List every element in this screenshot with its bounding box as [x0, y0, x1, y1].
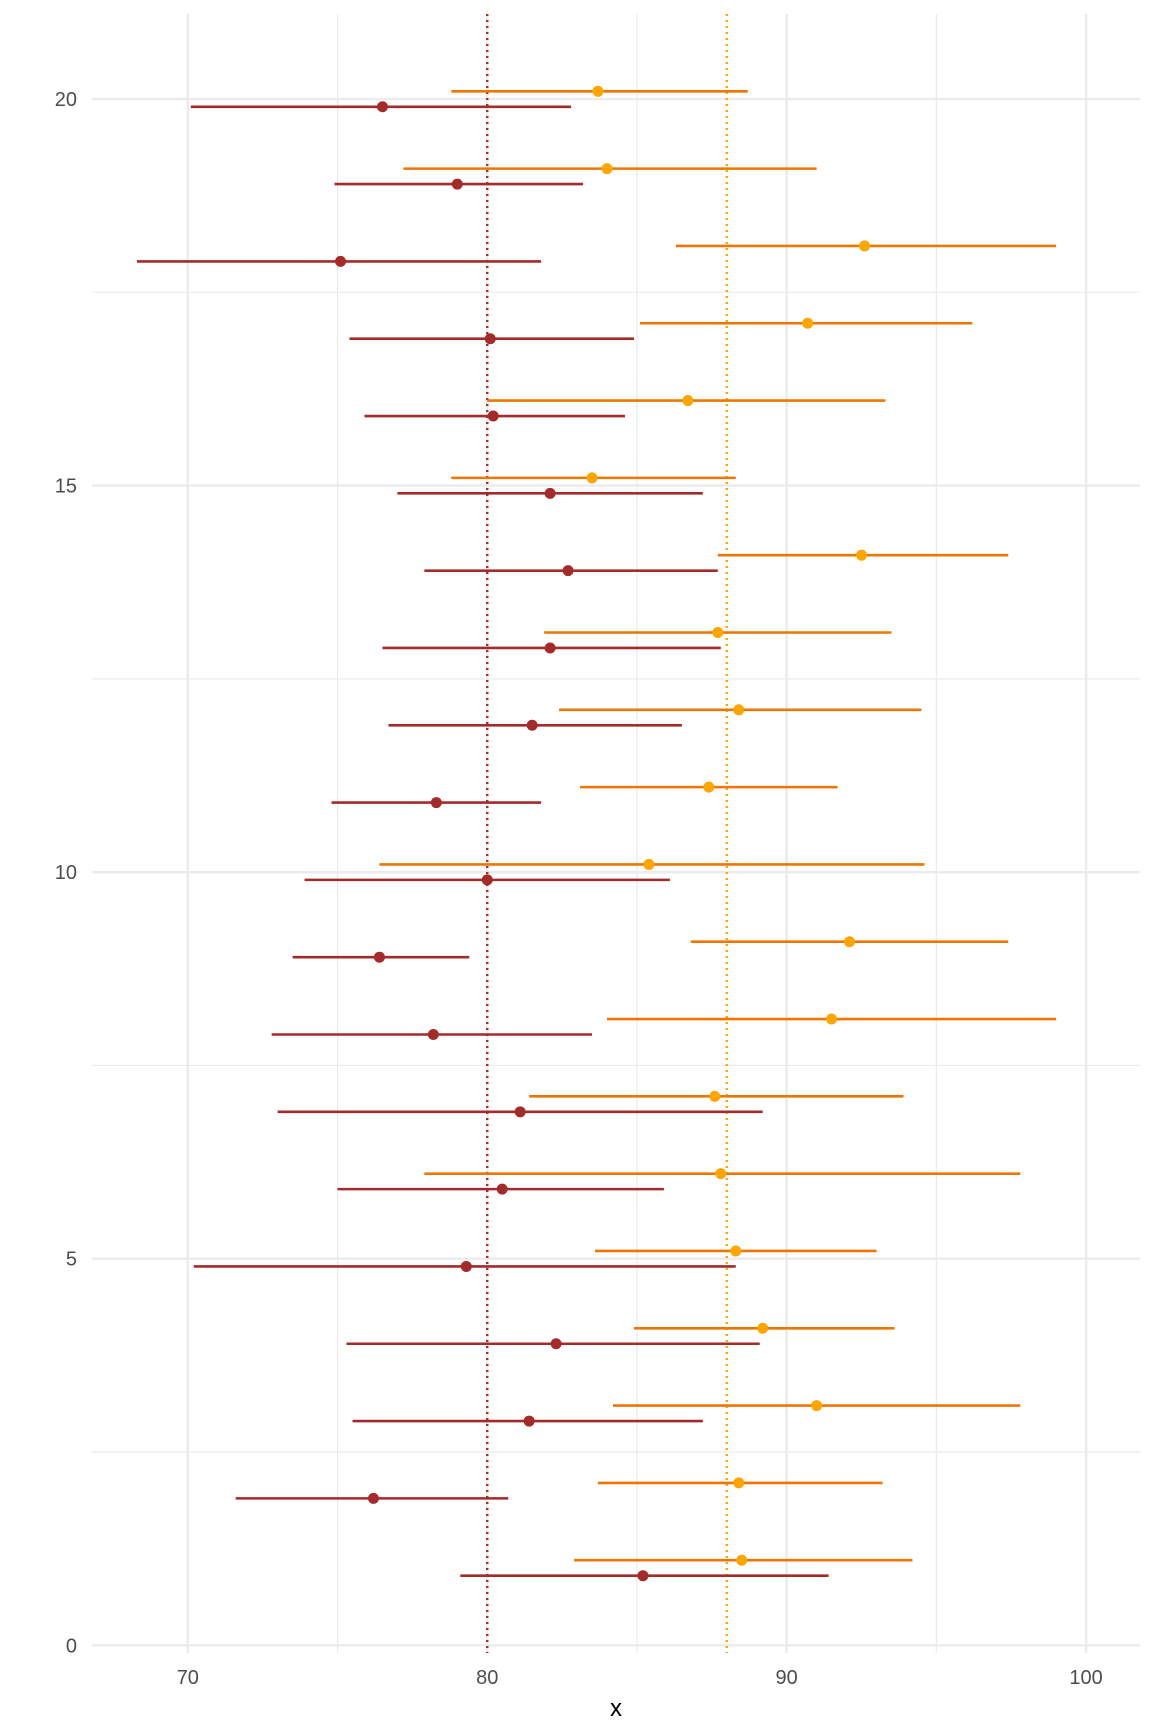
- x-tick-label: 100: [1069, 1667, 1102, 1689]
- y-tick-label: 0: [66, 1635, 77, 1657]
- data-point: [736, 1554, 748, 1566]
- data-point: [586, 472, 598, 484]
- data-point: [826, 1013, 838, 1025]
- data-point: [460, 1260, 472, 1272]
- data-point: [496, 1183, 508, 1195]
- data-point: [643, 858, 655, 870]
- data-point: [844, 936, 856, 948]
- data-point: [514, 1106, 526, 1118]
- data-point: [682, 395, 694, 407]
- x-tick-label: 70: [177, 1667, 199, 1689]
- tick-labels: 70 80 90 100 0 5 10 15 20: [55, 89, 1103, 1689]
- data-point: [430, 797, 442, 809]
- data-point: [637, 1570, 649, 1582]
- data-point: [376, 101, 388, 113]
- series-layer: [136, 85, 1057, 1582]
- data-point: [562, 565, 574, 577]
- data-point: [526, 719, 538, 731]
- series-2: [379, 85, 1057, 1566]
- y-tick-label: 5: [66, 1249, 77, 1271]
- data-point: [712, 626, 724, 638]
- data-point: [733, 704, 745, 716]
- data-point: [715, 1168, 727, 1180]
- data-point: [733, 1477, 745, 1489]
- data-point: [523, 1415, 535, 1427]
- data-point: [592, 85, 604, 97]
- x-tick-label: 80: [476, 1667, 498, 1689]
- y-tick-label: 15: [55, 476, 77, 498]
- data-point: [373, 951, 385, 963]
- data-point: [859, 240, 871, 252]
- data-point: [544, 642, 556, 654]
- data-point: [709, 1090, 721, 1102]
- data-point: [856, 549, 868, 561]
- x-axis-title: x: [610, 1695, 622, 1722]
- y-tick-label: 20: [55, 89, 77, 111]
- data-point: [730, 1245, 742, 1257]
- data-point: [487, 410, 499, 422]
- data-point: [601, 163, 613, 175]
- series-1: [136, 101, 829, 1582]
- data-point: [703, 781, 715, 793]
- data-point: [811, 1400, 823, 1412]
- data-point: [451, 178, 463, 190]
- grid-layer: [92, 14, 1140, 1653]
- data-point: [427, 1029, 439, 1041]
- y-tick-label: 10: [55, 862, 77, 884]
- data-point: [544, 487, 556, 499]
- x-tick-label: 90: [776, 1667, 798, 1689]
- data-point: [802, 317, 814, 329]
- data-point: [335, 255, 347, 267]
- data-point: [481, 874, 493, 886]
- data-point: [484, 333, 496, 345]
- data-point: [550, 1338, 562, 1350]
- reference-lines: [486, 14, 728, 1653]
- data-point: [367, 1492, 379, 1504]
- data-point: [757, 1322, 769, 1334]
